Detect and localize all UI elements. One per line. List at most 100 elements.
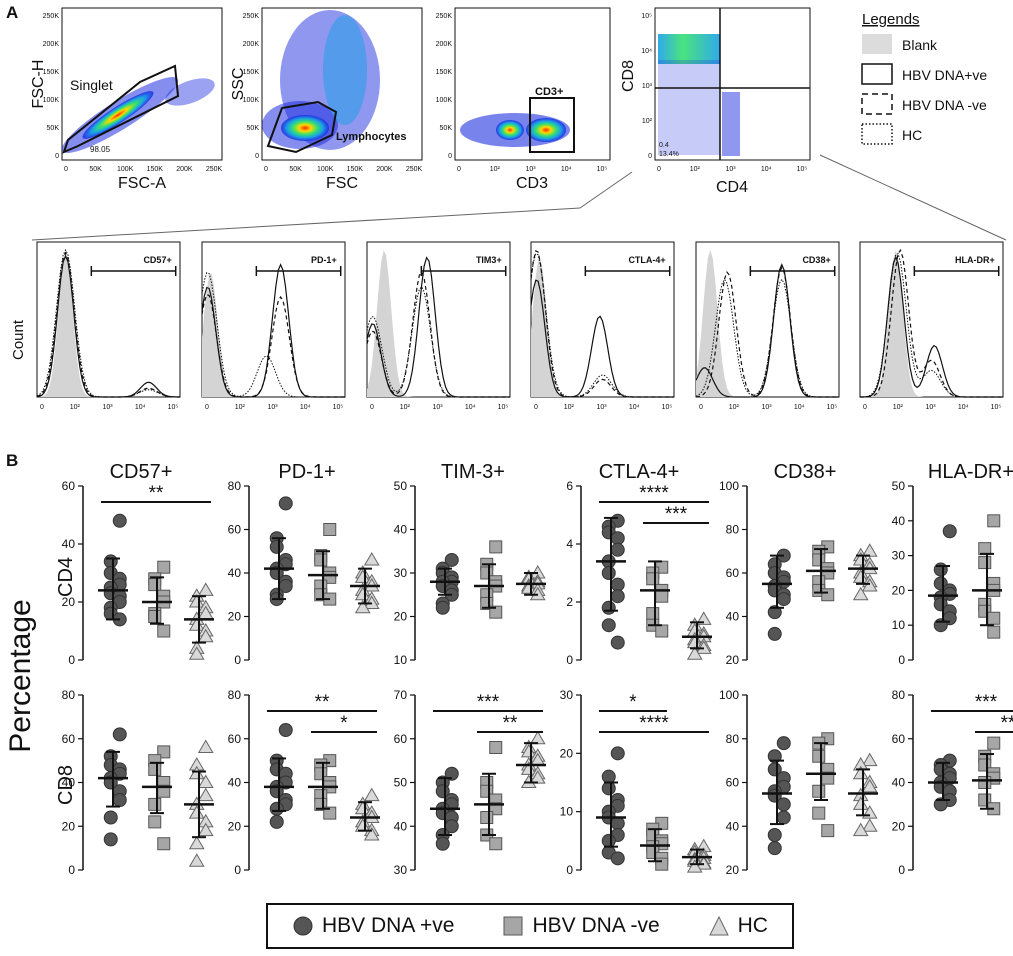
histogram-panel: PD-1+ 0 10² 10³ 10⁴ 10⁵ <box>201 241 346 411</box>
x-tick-label: 50K <box>89 166 102 173</box>
y-tick-label: 30 <box>560 688 574 702</box>
histogram-y-label: Count <box>10 319 27 360</box>
connector-line <box>819 154 1007 241</box>
hbv-pos-point <box>776 592 791 607</box>
y-tick-label: 60 <box>228 523 242 537</box>
y-tick-label: 40 <box>62 537 76 551</box>
y-tick-label: 30 <box>394 863 408 877</box>
hc-point <box>852 586 869 601</box>
legend-swatch-dotted <box>861 123 893 145</box>
histogram-frame <box>859 241 1004 398</box>
hbv-neg-point <box>987 514 1001 528</box>
y-axis-label: SSC <box>230 68 247 101</box>
hbv-neg-point <box>646 607 660 621</box>
hbv-pos-point <box>776 810 791 825</box>
density-cloud <box>460 113 570 147</box>
histogram-panel: HLA-DR+ 0 10² 10³ 10⁴ 10⁵ <box>859 241 1004 411</box>
y-tick-label: 10 <box>560 805 574 819</box>
x-tick-label: 50K <box>289 166 302 173</box>
hc-point <box>520 580 537 594</box>
lymphocyte-gate <box>266 100 338 154</box>
hbv-neg-point <box>480 811 494 824</box>
hbv-neg-histogram <box>36 251 180 398</box>
hc-point <box>861 752 878 767</box>
y-tick-label: 50 <box>892 479 906 493</box>
legend-item-hbv-neg: HBV DNA -ve <box>502 914 660 938</box>
x-tick-label: 10² <box>564 404 575 411</box>
y-tick-label: 10² <box>642 118 653 125</box>
hbv-pos-point <box>610 531 625 546</box>
hc-point <box>354 569 371 583</box>
scatter-panel: 0 2 4 6 ******* <box>566 479 712 667</box>
x-tick-label: 10³ <box>267 404 278 411</box>
y-tick-label: 10⁴ <box>641 48 652 55</box>
hc-point <box>188 805 205 819</box>
hbv-pos-point <box>103 810 118 825</box>
marker-title: HLA-DR+ <box>928 461 1013 483</box>
y-tick-label: 60 <box>394 732 408 746</box>
hc-point <box>188 835 205 850</box>
gate-label: CTLA-4+ <box>628 255 665 265</box>
hc-point <box>520 743 537 758</box>
x-tick-label: 0 <box>657 166 661 173</box>
hbv-neg-point <box>655 624 669 638</box>
significance-label: ** <box>503 713 518 734</box>
y-tick-label: 20 <box>62 595 76 609</box>
gating-plot-cd3: CD3+ CD3 0 10² 10³ 10⁴ 10⁵ 0 50K 100K 150K 200K 25… <box>436 7 611 192</box>
hbv-neg-point <box>987 611 1001 625</box>
density-cloud <box>61 77 215 153</box>
y-tick-label: 80 <box>726 523 740 537</box>
scatter-panel: 0 10 20 30 40 50 <box>892 479 1002 667</box>
hbv-pos-histogram <box>860 255 1003 398</box>
hbv-pos-point <box>278 496 293 511</box>
x-tick-label: 10² <box>400 404 411 411</box>
y-tick-label: 60 <box>228 732 242 746</box>
triangle-marker-icon <box>708 915 729 936</box>
y-tick-label: 4 <box>566 537 573 551</box>
x-tick-label: 10³ <box>761 404 772 411</box>
x-tick-label: 10⁵ <box>991 404 1002 411</box>
hc-point <box>520 761 537 775</box>
connector-line <box>31 207 581 241</box>
group-legend: HBV DNA +ve HBV DNA -ve HC <box>266 903 794 949</box>
hbv-pos-point <box>112 793 127 807</box>
hbv-neg-point <box>821 824 835 838</box>
x-tick-label: 10³ <box>102 404 113 411</box>
y-tick-label: 30 <box>394 566 408 580</box>
hbv-neg-point <box>314 553 328 567</box>
panel-a-label: A <box>6 3 18 22</box>
blank-histogram <box>860 250 1003 397</box>
hbv-pos-point <box>767 626 782 641</box>
y-tick-label: 20 <box>62 819 76 833</box>
y-tick-label: 0 <box>234 863 241 877</box>
hc-point <box>852 765 869 780</box>
y-tick-label: 150K <box>243 69 260 76</box>
y-tick-label: 20 <box>394 610 408 624</box>
x-tick-label: 0 <box>699 404 703 411</box>
x-tick-label: 10⁵ <box>597 166 608 173</box>
hc-point <box>197 739 214 753</box>
hc-point <box>188 853 205 867</box>
legend-title: Legends <box>862 11 920 28</box>
y-tick-label: 20 <box>726 863 740 877</box>
y-tick-label: 150K <box>43 69 60 76</box>
significance-label: **** <box>639 483 669 504</box>
hbv-pos-point <box>610 816 625 831</box>
gate-label: HLA-DR+ <box>955 255 995 265</box>
scatter-panel: 0 20 40 60 80 <box>62 688 214 877</box>
y-tick-label: 60 <box>726 776 740 790</box>
x-tick-label: 10⁵ <box>333 404 344 411</box>
gating-plot-cd4-cd8: 0.4 13.4% CD4 CD8 0 10² 10³ 10⁴ 10⁵ 0 10² 10³ 10… <box>620 7 811 196</box>
y-tick-label: 10³ <box>642 83 653 90</box>
hbv-pos-point <box>610 577 625 592</box>
y-tick-label: 20 <box>560 746 574 760</box>
y-tick-label: 80 <box>228 479 242 493</box>
hc-point <box>861 543 878 557</box>
hbv-neg-point <box>323 806 337 820</box>
y-tick-label: 80 <box>726 732 740 746</box>
x-axis-label: FSC <box>326 175 358 192</box>
y-tick-label: 150K <box>436 69 453 76</box>
hc-point <box>188 765 205 780</box>
hbv-pos-histogram <box>201 263 345 398</box>
hbv-neg-point <box>812 749 826 763</box>
